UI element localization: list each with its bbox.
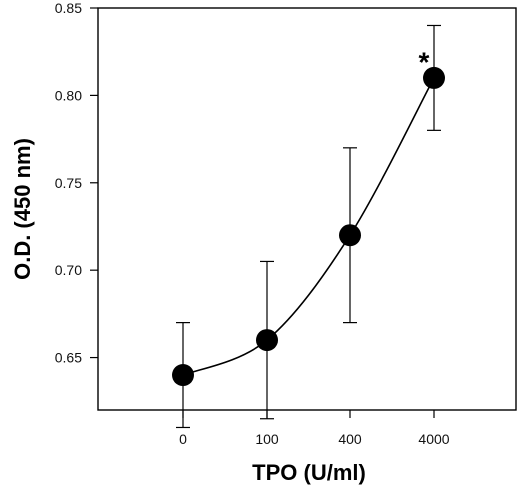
y-axis-tick-labels: 0.65 0.70 0.75 0.80 0.85	[55, 0, 82, 366]
data-point-4000	[423, 66, 445, 89]
plot-frame	[97, 7, 517, 411]
series-line	[182, 77, 435, 376]
y-tick-label-0.75: 0.75	[55, 175, 82, 191]
y-tick-label-0.85: 0.85	[55, 0, 82, 16]
y-tick-label-0.70: 0.70	[55, 262, 82, 278]
error-bars	[176, 24, 441, 429]
x-axis-title: TPO (U/ml)	[252, 460, 366, 485]
x-axis-ticks	[182, 410, 435, 418]
x-tick-label-100: 100	[255, 431, 279, 447]
annotations: *	[419, 46, 430, 77]
x-tick-label-4000: 4000	[418, 431, 449, 447]
data-point-400	[339, 224, 361, 247]
data-point-100	[256, 329, 278, 352]
y-axis-ticks	[90, 7, 98, 359]
data-points	[172, 66, 445, 387]
significance-annotation-4000: *	[419, 46, 430, 77]
y-tick-label-0.80: 0.80	[55, 87, 82, 103]
y-tick-label-0.65: 0.65	[55, 350, 82, 366]
x-tick-label-400: 400	[338, 431, 362, 447]
data-point-0	[172, 364, 194, 387]
x-tick-label-0: 0	[179, 431, 187, 447]
y-axis-title: O.D. (450 nm)	[10, 138, 35, 280]
x-axis-tick-labels: 0 100 400 4000	[179, 431, 450, 447]
